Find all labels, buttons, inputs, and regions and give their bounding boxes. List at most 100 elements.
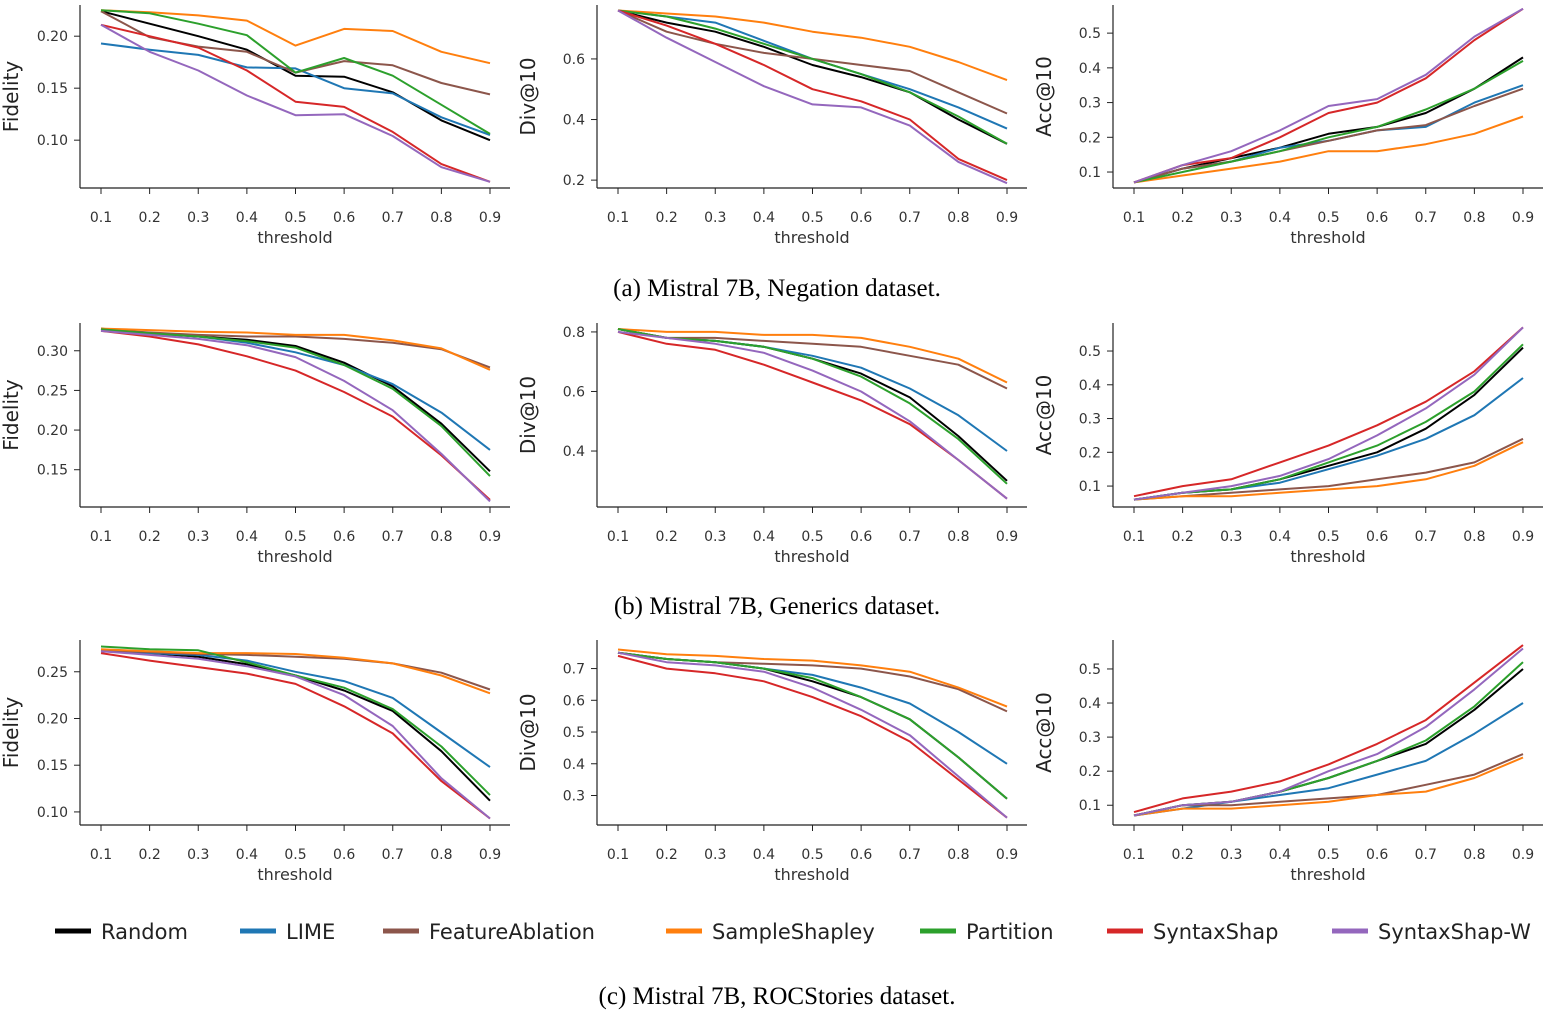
series-line-random — [100, 10, 491, 142]
x-tick-label: 0.6 — [1366, 529, 1388, 545]
x-tick-label: 0.3 — [1220, 210, 1242, 226]
x-tick-label: 0.7 — [899, 210, 921, 226]
subplot-2-1: 0.1 0.2 0.3 0.4 0.5 0.6 0.7 0.8 0.9 0.15 0.20 0.25 0… — [0, 323, 510, 566]
x-tick-label: 0.7 — [382, 529, 404, 545]
y-tick-label: 0.4 — [563, 113, 585, 129]
series-line-syntaxshap — [100, 329, 491, 501]
subplot-2-2: 0.1 0.2 0.3 0.4 0.5 0.6 0.7 0.8 0.9 0.4 0.6 0.8 thre… — [516, 323, 1027, 566]
series-line-sampleshapley — [100, 327, 491, 371]
series-line-syntaxshap-w — [617, 330, 1008, 500]
x-tick-label: 0.8 — [430, 847, 452, 863]
series-line-syntaxshap-w — [1133, 7, 1524, 184]
x-tick-label: 0.5 — [284, 210, 306, 226]
x-tick-label: 0.7 — [382, 847, 404, 863]
y-tick-label: 0.2 — [1079, 445, 1101, 461]
series-line-syntaxshap — [1133, 644, 1524, 814]
x-tick-label: 0.1 — [1123, 210, 1145, 226]
series-line-featureablation — [100, 328, 491, 369]
x-tick-label: 0.4 — [236, 210, 258, 226]
series-line-partition — [617, 328, 1008, 485]
y-tick-label: 0.1 — [1079, 165, 1101, 181]
y-tick-label: 0.3 — [1079, 96, 1101, 112]
subplot-3-3: 0.1 0.2 0.3 0.4 0.5 0.6 0.7 0.8 0.9 0.1 0.2 0.3 0.4 0… — [1032, 640, 1543, 884]
series-line-sampleshapley — [1133, 115, 1524, 184]
y-tick-label: 0.2 — [1079, 764, 1101, 780]
x-tick-label: 0.6 — [1366, 210, 1388, 226]
x-tick-label: 0.1 — [607, 210, 629, 226]
series-line-syntaxshap-w — [617, 9, 1008, 185]
x-tick-label: 0.8 — [1463, 847, 1485, 863]
x-tick-label: 0.3 — [704, 210, 726, 226]
x-axis-label: threshold — [774, 228, 849, 247]
x-tick-label: 0.1 — [90, 210, 112, 226]
x-tick-label: 0.2 — [138, 847, 160, 863]
series-line-syntaxshap-w — [100, 650, 491, 820]
x-tick-label: 0.5 — [801, 847, 823, 863]
series-line-syntaxshap — [100, 23, 491, 183]
x-tick-label: 0.3 — [187, 847, 209, 863]
legend-label: LIME — [286, 920, 335, 944]
x-axis-label: threshold — [257, 547, 332, 566]
x-tick-label: 0.5 — [801, 210, 823, 226]
series-line-featureablation — [617, 9, 1008, 115]
legend-label: SyntaxShap — [1153, 920, 1278, 944]
x-tick-label: 0.3 — [187, 210, 209, 226]
legend-label: Random — [101, 920, 188, 944]
x-tick-label: 0.7 — [1415, 847, 1437, 863]
series-line-random — [1133, 56, 1524, 184]
series-line-featureablation — [100, 10, 491, 96]
x-tick-label: 0.2 — [655, 210, 677, 226]
y-tick-label: 0.30 — [37, 344, 68, 360]
y-axis-label: Div@10 — [516, 57, 540, 135]
y-tick-label: 0.1 — [1079, 479, 1101, 495]
x-axis-label: threshold — [774, 865, 849, 884]
x-tick-label: 0.3 — [704, 847, 726, 863]
y-tick-label: 0.4 — [563, 444, 585, 460]
x-tick-label: 0.1 — [607, 529, 629, 545]
y-tick-label: 0.20 — [37, 423, 68, 439]
series-line-random — [617, 9, 1008, 145]
series-line-sampleshapley — [1133, 441, 1524, 501]
x-tick-label: 0.9 — [479, 210, 501, 226]
series-line-partition — [617, 9, 1008, 145]
y-tick-label: 0.3 — [1079, 730, 1101, 746]
subplot-1-1: 0.1 0.2 0.3 0.4 0.5 0.6 0.7 0.8 0.9 0.10 0.15 0.20 t… — [0, 5, 510, 247]
x-tick-label: 0.2 — [138, 210, 160, 226]
y-tick-label: 0.6 — [563, 384, 585, 400]
x-tick-label: 0.2 — [1171, 210, 1193, 226]
x-tick-label: 0.8 — [947, 529, 969, 545]
x-tick-label: 0.1 — [1123, 529, 1145, 545]
x-axis-label: threshold — [1290, 228, 1365, 247]
legend-label: Partition — [966, 920, 1054, 944]
x-tick-label: 0.7 — [899, 529, 921, 545]
x-tick-label: 0.8 — [947, 847, 969, 863]
series-line-syntaxshap — [100, 652, 491, 820]
subplot-3-1: 0.1 0.2 0.3 0.4 0.5 0.6 0.7 0.8 0.9 0.10 0.15 0.20 0… — [0, 640, 510, 884]
x-tick-label: 0.6 — [1366, 847, 1388, 863]
series-line-featureablation — [1133, 753, 1524, 817]
x-tick-label: 0.1 — [607, 847, 629, 863]
x-tick-label: 0.5 — [801, 529, 823, 545]
y-tick-label: 0.7 — [563, 662, 585, 678]
x-tick-label: 0.9 — [479, 529, 501, 545]
x-tick-label: 0.9 — [479, 847, 501, 863]
subplot-1-2: 0.1 0.2 0.3 0.4 0.5 0.6 0.7 0.8 0.90.20.40.6thre… — [516, 5, 1027, 247]
x-tick-label: 0.2 — [1171, 847, 1193, 863]
x-tick-label: 0.1 — [1123, 847, 1145, 863]
x-tick-label: 0.9 — [996, 847, 1018, 863]
y-tick-label: 0.5 — [563, 725, 585, 741]
series-line-lime — [100, 42, 491, 136]
y-axis-label: Div@10 — [516, 693, 540, 771]
x-tick-label: 0.4 — [753, 210, 775, 226]
y-axis-label: Div@10 — [516, 376, 540, 454]
y-tick-label: 0.5 — [1079, 26, 1101, 42]
series-line-partition — [1133, 60, 1524, 184]
series-line-partition — [617, 651, 1008, 800]
x-tick-label: 0.8 — [1463, 529, 1485, 545]
series-line-syntaxshap — [1133, 7, 1524, 184]
series-line-featureablation — [1133, 87, 1524, 184]
subplot-3-2: 0.1 0.2 0.3 0.4 0.5 0.6 0.7 0.8 0.9 0.3 0.4 0.5 0.6 0… — [516, 640, 1027, 884]
x-tick-label: 0.9 — [1512, 847, 1534, 863]
series-line-syntaxshap — [1133, 326, 1524, 498]
y-tick-label: 0.20 — [37, 711, 68, 727]
